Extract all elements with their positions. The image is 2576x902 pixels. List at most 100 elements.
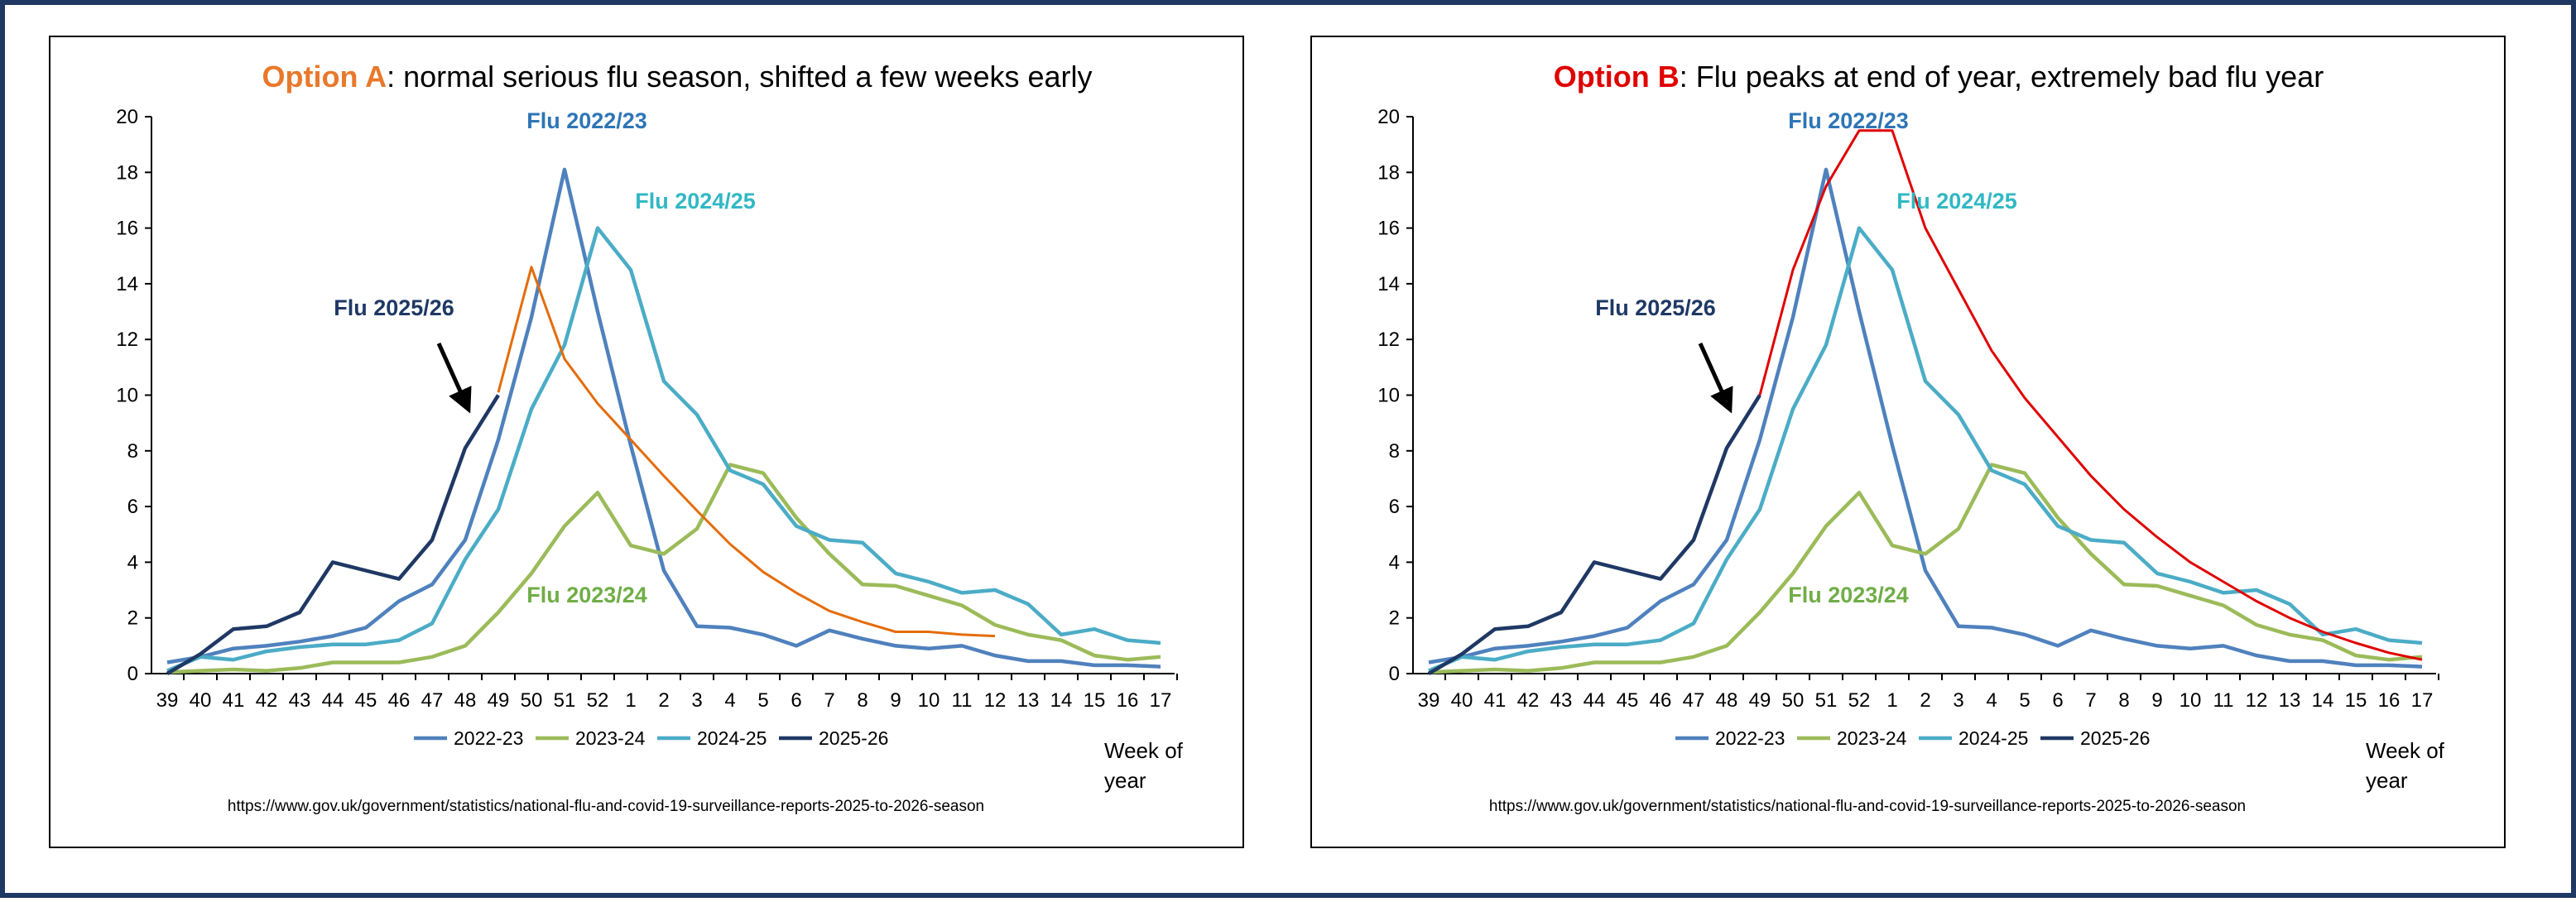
- x-tick-label: 9: [2151, 689, 2162, 712]
- x-tick-label: 44: [322, 689, 344, 712]
- x-tick-label: 3: [1953, 689, 1963, 712]
- y-tick-label: 10: [116, 385, 138, 407]
- y-tick-label: 8: [1389, 440, 1400, 463]
- x-tick-label: 8: [857, 689, 867, 712]
- chart-title: Option B: Flu peaks at end of year, extr…: [1554, 60, 2324, 94]
- x-tick-label: 7: [824, 689, 834, 712]
- y-tick-label: 4: [1389, 551, 1400, 573]
- x-tick-label: 41: [1484, 689, 1507, 712]
- annotation: Flu 2025/26: [334, 295, 454, 320]
- x-tick-label: 7: [2085, 689, 2096, 712]
- y-tick-label: 8: [127, 440, 138, 463]
- series-line: [1428, 167, 2423, 669]
- x-axis-label: Week of: [2366, 738, 2445, 763]
- x-tick-label: 44: [1584, 689, 1606, 712]
- projection-line: [497, 266, 996, 638]
- y-tick-label: 20: [1377, 106, 1400, 128]
- y-tick-label: 14: [116, 273, 138, 295]
- legend-label: 2025-26: [819, 727, 888, 749]
- x-tick-label: 11: [952, 689, 973, 712]
- x-tick-label: 49: [1749, 689, 1771, 712]
- legend-label: 2025-26: [2080, 727, 2150, 749]
- legend-label: 2023-24: [575, 727, 646, 749]
- annotation: Flu 2023/24: [526, 583, 647, 607]
- chart-panel: Option A: normal serious flu season, shi…: [49, 36, 1244, 848]
- x-tick-label: 12: [984, 689, 1007, 712]
- x-tick-label: 45: [355, 689, 377, 712]
- y-tick-label: 12: [116, 329, 138, 351]
- x-axis-label: year: [2366, 768, 2408, 793]
- y-tick-label: 6: [1389, 496, 1400, 518]
- x-tick-label: 42: [256, 689, 278, 712]
- x-tick-label: 14: [1050, 689, 1073, 712]
- title-text: : Flu peaks at end of year, extremely ba…: [1680, 60, 2324, 94]
- x-tick-label: 4: [724, 689, 735, 712]
- y-tick-label: 20: [116, 106, 138, 128]
- x-tick-label: 48: [454, 689, 477, 712]
- y-tick-label: 2: [127, 607, 138, 630]
- x-tick-label: 5: [2019, 689, 2030, 712]
- projection-line: [1758, 129, 2423, 661]
- x-tick-label: 47: [1683, 689, 1705, 712]
- legend-label: 2024-25: [697, 727, 767, 749]
- series-line: [166, 394, 500, 675]
- series-line: [166, 167, 1161, 669]
- x-tick-label: 16: [2378, 689, 2401, 712]
- y-tick-label: 16: [116, 218, 138, 240]
- annotation: Flu 2024/25: [1896, 189, 2017, 214]
- title-text: : normal serious flu season, shifted a f…: [387, 60, 1092, 94]
- series-line: [1428, 226, 2423, 673]
- x-tick-label: 10: [2180, 689, 2202, 712]
- x-tick-label: 15: [1084, 689, 1106, 712]
- x-tick-label: 40: [1451, 689, 1473, 712]
- x-tick-label: 50: [521, 689, 543, 712]
- y-tick-label: 14: [1377, 273, 1400, 295]
- y-tick-label: 4: [127, 551, 138, 573]
- x-tick-label: 43: [289, 689, 311, 712]
- x-tick-label: 13: [1017, 689, 1040, 712]
- x-tick-label: 40: [190, 689, 212, 712]
- annotation: Flu 2022/23: [1788, 108, 1909, 133]
- y-tick-label: 6: [127, 496, 138, 518]
- x-tick-label: 2: [658, 689, 669, 712]
- series-line: [166, 226, 1161, 673]
- x-tick-label: 15: [2345, 689, 2367, 712]
- series-line: [1427, 394, 1761, 675]
- source: https://www.gov.uk/government/statistics…: [1489, 798, 2246, 815]
- x-tick-label: 51: [1815, 689, 1838, 712]
- x-tick-label: 50: [1782, 689, 1805, 712]
- x-tick-label: 49: [488, 689, 510, 712]
- y-tick-label: 18: [1377, 161, 1400, 184]
- title-highlight: Option A: [262, 60, 387, 94]
- x-tick-label: 8: [2118, 689, 2129, 712]
- x-tick-label: 39: [1418, 689, 1440, 712]
- chart-panel: Option B: Flu peaks at end of year, extr…: [1310, 36, 2506, 848]
- x-axis-label: Week of: [1104, 738, 1184, 763]
- x-tick-label: 11: [2213, 689, 2234, 712]
- annotation: Flu 2023/24: [1788, 583, 1909, 607]
- y-tick-label: 2: [1389, 607, 1400, 630]
- y-tick-label: 12: [1377, 329, 1400, 351]
- x-tick-label: 52: [587, 689, 609, 712]
- x-tick-label: 6: [2052, 689, 2063, 712]
- x-tick-label: 52: [1848, 689, 1871, 712]
- x-tick-label: 2: [1920, 689, 1930, 712]
- x-axis-label: year: [1104, 768, 1146, 793]
- x-tick-label: 47: [421, 689, 444, 712]
- legend-label: 2024-25: [1958, 727, 2028, 749]
- annotation: Flu 2025/26: [1595, 295, 1716, 320]
- x-tick-label: 10: [918, 689, 940, 712]
- y-tick-label: 10: [1377, 385, 1400, 407]
- legend-label: 2023-24: [1837, 727, 1907, 749]
- arrow: [1698, 342, 1733, 414]
- y-tick-label: 16: [1377, 218, 1400, 240]
- x-tick-label: 51: [554, 689, 576, 712]
- x-tick-label: 13: [2279, 689, 2301, 712]
- y-tick-label: 0: [127, 663, 138, 685]
- x-tick-label: 42: [1517, 689, 1540, 712]
- x-tick-label: 1: [625, 689, 636, 712]
- x-tick-label: 16: [1117, 689, 1139, 712]
- x-tick-label: 12: [2246, 689, 2268, 712]
- panel-box: [49, 36, 1244, 848]
